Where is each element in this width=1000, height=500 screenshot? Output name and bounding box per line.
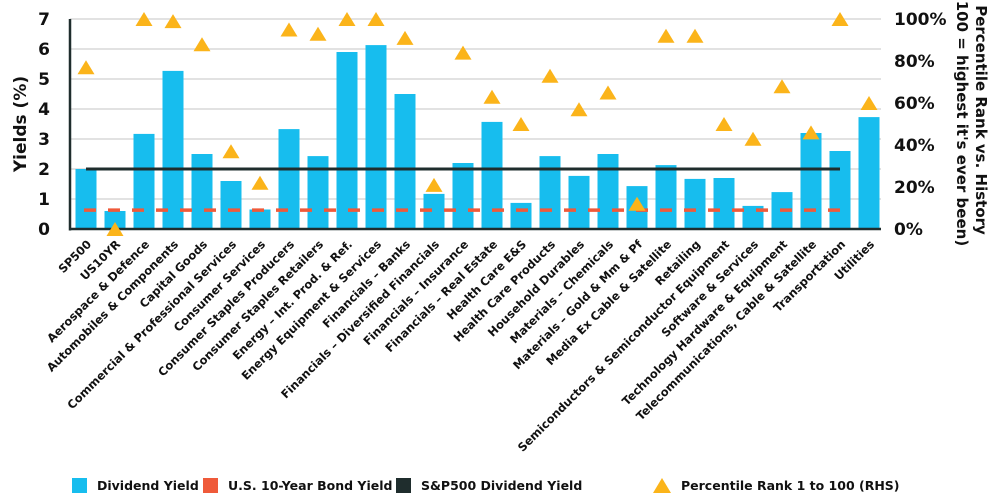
- percentile-rank-marker: [77, 60, 95, 75]
- percentile-rank-marker: [860, 96, 878, 110]
- y2-tick-label: 80%: [894, 52, 935, 72]
- percentile-rank-marker: [831, 12, 849, 26]
- y-tick-label: 6: [38, 40, 50, 60]
- legend-label: Percentile Rank 1 to 100 (RHS): [681, 478, 900, 493]
- y-tick-label: 1: [38, 190, 50, 210]
- y2-tick-label: 0%: [894, 220, 923, 240]
- bar-dividend-yield: [307, 156, 329, 229]
- right-axis-title-line1: Percentile Rank vs. History: [972, 5, 990, 235]
- y-tick-label: 2: [38, 160, 50, 180]
- legend-swatch-sp500-yield: [396, 478, 411, 493]
- percentile-rank-marker: [628, 196, 646, 211]
- bar-dividend-yield: [568, 175, 590, 229]
- left-axis-title: Yields (%): [11, 76, 31, 173]
- legend-swatch-dividend-yield: [72, 478, 87, 493]
- percentile-rank-marker: [251, 175, 269, 190]
- y-tick-label: 0: [38, 220, 50, 240]
- bar-dividend-yield: [249, 209, 271, 229]
- bar-dividend-yield: [713, 178, 735, 229]
- legend-swatch-bond-yield: [203, 478, 218, 493]
- bar-dividend-yield: [423, 193, 445, 229]
- legend-item-sp500-yield: S&P500 Dividend Yield: [396, 478, 582, 493]
- percentile-rank-marker: [396, 30, 414, 45]
- legend-label: Dividend Yield: [97, 478, 199, 493]
- percentile-rank-marker: [338, 12, 356, 26]
- y2-tick-label: 20%: [894, 178, 935, 198]
- bar-dividend-yield: [75, 169, 97, 229]
- percentile-rank-marker: [309, 26, 327, 41]
- bar-dividend-yield: [133, 133, 155, 229]
- right-axis-ticks: 0% 20% 40% 60% 80% 100%: [894, 10, 947, 240]
- legend-item-dividend-yield: Dividend Yield: [72, 478, 199, 493]
- y-tick-label: 7: [38, 10, 50, 30]
- left-axis-ticks: 0 1 2 3 4 5 6 7: [38, 10, 50, 240]
- axes: [68, 19, 881, 231]
- percentile-rank-marker: [802, 125, 820, 140]
- percentile-rank-marker: [657, 28, 675, 43]
- percentile-rank-marker: [686, 28, 704, 43]
- legend-label: S&P500 Dividend Yield: [421, 478, 583, 493]
- bar-dividend-yield: [365, 45, 387, 229]
- bar-dividend-yield: [220, 181, 242, 229]
- triangle-icon: [653, 478, 671, 493]
- y-tick-label: 4: [38, 100, 50, 120]
- percentile-rank-marker: [541, 68, 559, 83]
- legend: Dividend Yield U.S. 10-Year Bond Yield S…: [0, 478, 1000, 498]
- bar-dividend-yield: [104, 211, 126, 229]
- legend-label: U.S. 10-Year Bond Yield: [228, 478, 393, 493]
- bar-dividend-yield: [655, 165, 677, 229]
- bar-dividend-yield: [597, 154, 619, 229]
- legend-item-bond-yield: U.S. 10-Year Bond Yield: [203, 478, 392, 493]
- percentile-rank-marker: [483, 89, 501, 104]
- percentile-rank-marker: [570, 102, 588, 117]
- bar-dividend-yield: [278, 129, 300, 229]
- dividend-yield-bars: [75, 45, 880, 230]
- percentile-rank-marker: [280, 22, 298, 37]
- y2-tick-label: 60%: [894, 94, 935, 114]
- y-tick-label: 3: [38, 130, 50, 150]
- percentile-rank-marker: [193, 37, 211, 52]
- bar-dividend-yield: [539, 156, 561, 229]
- percentile-rank-marker: [773, 79, 791, 94]
- percentile-rank-markers: [77, 12, 878, 236]
- legend-item-percentile-rank: Percentile Rank 1 to 100 (RHS): [653, 478, 900, 493]
- bar-dividend-yield: [191, 154, 213, 229]
- y2-tick-label: 100%: [894, 10, 947, 30]
- bar-dividend-yield: [336, 52, 358, 229]
- percentile-rank-marker: [164, 14, 182, 29]
- bar-dividend-yield: [510, 202, 532, 229]
- bar-dividend-yield: [829, 151, 851, 229]
- percentile-rank-marker: [425, 177, 443, 192]
- percentile-rank-marker: [744, 131, 762, 146]
- y-tick-label: 5: [38, 70, 50, 90]
- percentile-rank-marker: [454, 45, 472, 60]
- bar-dividend-yield: [800, 133, 822, 229]
- y2-tick-label: 40%: [894, 136, 935, 156]
- percentile-rank-marker: [222, 144, 240, 159]
- bar-dividend-yield: [162, 70, 184, 230]
- percentile-rank-marker: [715, 117, 733, 131]
- bar-dividend-yield: [452, 163, 474, 229]
- percentile-rank-marker: [512, 117, 530, 131]
- right-axis-title-line2: (100 = highest it's ever been): [953, 0, 971, 246]
- bar-dividend-yield: [394, 94, 416, 229]
- percentile-rank-marker: [135, 12, 153, 26]
- percentile-rank-marker: [367, 12, 385, 26]
- bar-dividend-yield: [481, 121, 503, 229]
- reference-lines: [84, 167, 840, 212]
- percentile-rank-marker: [599, 85, 617, 100]
- bar-dividend-yield: [858, 117, 880, 229]
- percentile-rank-marker: [106, 222, 124, 236]
- bar-dividend-yield: [684, 178, 706, 229]
